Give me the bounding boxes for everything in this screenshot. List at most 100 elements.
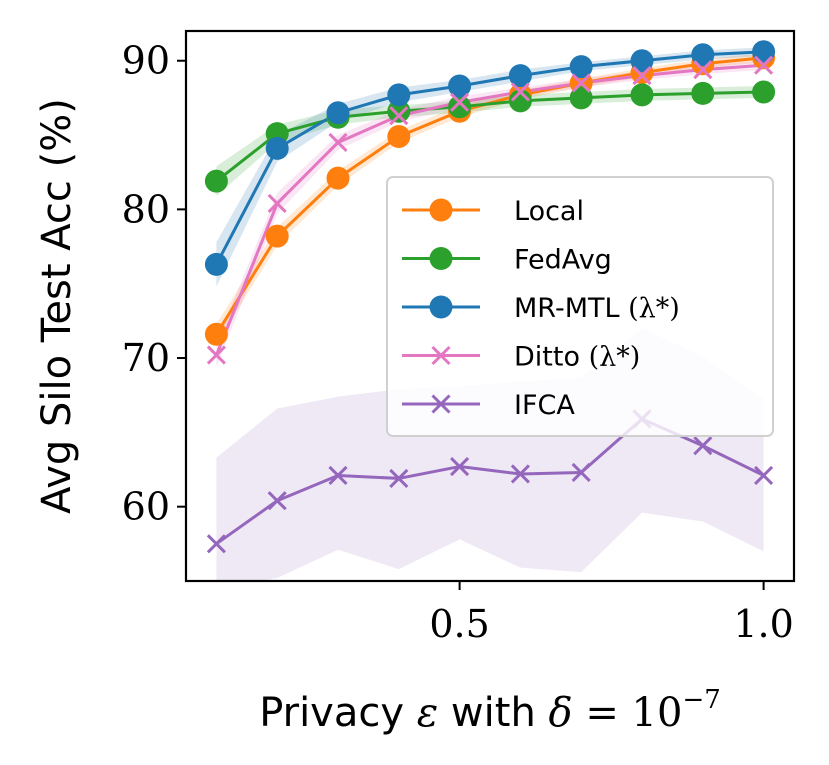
point-local: [204, 322, 228, 346]
y-axis-label: Avg Silo Test Acc (%): [34, 98, 80, 514]
x-axis-label-mid: with: [438, 690, 548, 736]
legend-label-ditto: Ditto: [514, 342, 580, 373]
point-ifca: [328, 465, 348, 486]
point-ditto: [267, 193, 287, 213]
x-axis-label-epsilon: ε: [417, 690, 438, 736]
legend-marker-ditto: [431, 345, 451, 366]
point-fedavg: [752, 80, 776, 104]
point-ditto-stroke-b: [328, 132, 348, 153]
legend-label-local: Local: [514, 196, 584, 227]
point-ditto-stroke-b: [389, 106, 409, 126]
point-ditto-stroke-b: [571, 73, 591, 93]
point-ditto: [571, 73, 591, 93]
x-axis-label-delta: δ: [549, 690, 573, 736]
legend-box: [386, 176, 774, 437]
point-fedavg: [204, 169, 228, 193]
y-tick-label: 80: [122, 187, 170, 231]
x-tick-label: 0.5: [429, 602, 489, 646]
point-fedavg: [508, 89, 532, 113]
legend-marker-local: [429, 198, 453, 222]
point-ifca-stroke-b: [389, 468, 409, 488]
point-ditto: [206, 345, 226, 365]
legend-entry-mr-mtl: MR-MTL (λ*): [514, 293, 680, 324]
point-ifca-stroke-b: [754, 465, 774, 486]
point-mr-mtl: [569, 55, 593, 79]
point-ifca-stroke-b: [206, 534, 226, 554]
legend-label-mr-mtl: MR-MTL: [514, 293, 620, 324]
point-fedavg: [387, 99, 411, 123]
y-tick-label: 60: [122, 485, 170, 529]
point-ditto: [754, 55, 774, 75]
x-axis-label-exponent: −7: [682, 685, 720, 715]
point-fedavg: [630, 83, 654, 107]
point-mr-mtl: [387, 83, 411, 107]
point-ifca: [267, 491, 287, 511]
y-axis: 60 70 80 90: [122, 39, 186, 529]
point-mr-mtl: [326, 101, 350, 125]
point-ditto-stroke-b: [632, 66, 652, 86]
x-axis-label-prefix: Privacy: [259, 690, 417, 736]
legend-marker-ifca-stroke-b: [431, 394, 451, 414]
point-ifca-stroke-b: [267, 491, 287, 511]
point-mr-mtl: [752, 40, 776, 64]
legend-entry-ifca: IFCA: [514, 390, 575, 421]
band-fedavg: [216, 86, 764, 196]
legend-entry-ditto: Ditto (λ*): [514, 342, 640, 373]
point-mr-mtl: [691, 43, 715, 67]
x-axis: 0.5 1.0: [429, 581, 794, 646]
point-ditto: [328, 132, 348, 153]
series-line-mr-mtl: [215, 50, 764, 266]
point-mr-mtl: [508, 64, 532, 88]
point-mr-mtl: [204, 252, 228, 276]
point-ditto-stroke-b: [754, 55, 774, 75]
series-lines: [215, 50, 765, 546]
point-mr-mtl: [630, 49, 654, 73]
legend-marker-ifca: [431, 394, 451, 414]
series-markers: [204, 40, 776, 554]
legend-suffix-mr-mtl: (λ*): [620, 293, 680, 324]
series-line-fedavg: [215, 90, 764, 183]
plot-frame: [184, 29, 796, 583]
point-ditto-stroke-b: [206, 345, 226, 365]
point-mr-mtl: [265, 136, 289, 160]
point-ifca: [206, 534, 226, 554]
legend-marker-ditto-stroke-b: [431, 345, 451, 366]
point-ditto-stroke-b: [267, 193, 287, 213]
point-ditto-stroke-b: [510, 82, 530, 102]
point-local: [387, 125, 411, 149]
point-local: [265, 224, 289, 248]
point-ifca: [754, 465, 774, 486]
point-ifca-stroke-b: [571, 462, 591, 483]
legend-label-fedavg: FedAvg: [514, 245, 612, 276]
x-axis-label: Privacy ε with δ = 10−7: [259, 685, 721, 736]
point-local: [326, 166, 350, 190]
point-ifca: [510, 464, 530, 484]
point-ifca: [693, 436, 713, 456]
legend-suffix-ditto: (λ*): [580, 342, 640, 373]
point-ifca-stroke-b: [450, 456, 470, 477]
legend-entry-fedavg: FedAvg: [514, 245, 612, 276]
point-ifca: [389, 468, 409, 488]
legend-entry-local: Local: [514, 196, 584, 227]
x-tick-label: 1.0: [733, 602, 793, 646]
point-fedavg: [448, 95, 472, 119]
point-ifca-stroke-b: [328, 465, 348, 486]
point-ditto-stroke-b: [693, 60, 713, 80]
point-ifca-stroke-b: [693, 436, 713, 456]
point-ditto-stroke-b: [450, 92, 470, 112]
point-ifca-stroke-b: [510, 464, 530, 484]
point-ditto: [389, 106, 409, 126]
point-ditto: [632, 66, 652, 86]
point-ditto: [510, 82, 530, 102]
x-axis-label-eq: = 10: [573, 690, 683, 736]
point-ditto: [450, 92, 470, 112]
legend-marker-mr-mtl: [429, 295, 453, 319]
legend-label-ifca: IFCA: [514, 390, 575, 421]
point-ifca: [450, 456, 470, 477]
point-ditto: [693, 60, 713, 80]
point-mr-mtl: [448, 74, 472, 98]
y-tick-label: 90: [122, 39, 170, 83]
point-fedavg: [569, 86, 593, 110]
